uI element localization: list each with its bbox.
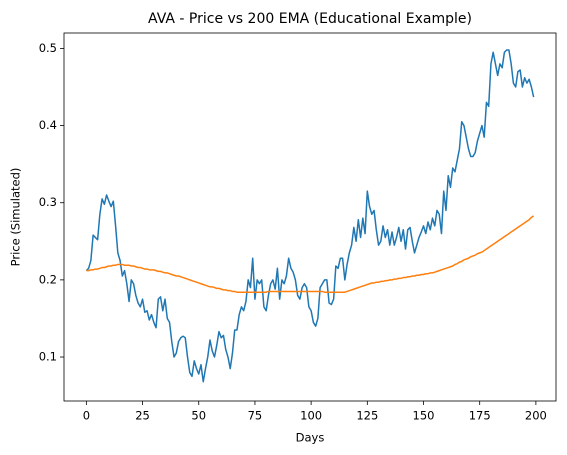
x-tick-label: 200 [525,409,547,423]
x-tick-label: 175 [469,409,491,423]
line-series [86,215,535,293]
x-tick-label: 0 [83,409,90,423]
x-tick-label: 75 [248,409,263,423]
x-tick-label: 25 [135,409,150,423]
x-tick-label: 50 [191,409,206,423]
plot-frame [63,32,557,402]
line-series [85,49,535,383]
y-tick-label: 0.3 [39,195,57,209]
x-tick-label: 100 [300,409,322,423]
chart-title: AVA - Price vs 200 EMA (Educational Exam… [148,11,472,27]
x-tick-label: 125 [356,409,378,423]
x-tick-label: 150 [413,409,435,423]
y-tick-label: 0.2 [39,272,57,286]
x-axis-label: Days [296,431,325,445]
y-tick-label: 0.4 [39,118,57,132]
y-tick-label: 0.5 [39,41,57,55]
y-axis-label: Price (Simulated) [9,168,23,267]
y-tick-label: 0.1 [39,350,57,364]
